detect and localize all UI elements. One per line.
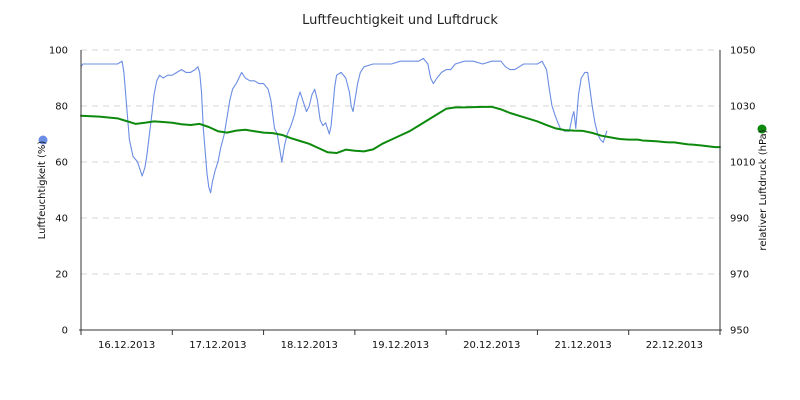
left-tick-label: 60	[55, 158, 68, 169]
right-tick-labels: 950 970 990 1010 1030 1050	[730, 46, 755, 337]
series-layer	[80, 57, 721, 194]
pressure-legend-dot	[757, 124, 767, 134]
x-tick-label: 21.12.2013	[554, 340, 611, 351]
left-tick-label: 0	[62, 326, 68, 337]
axis-layer	[79, 50, 722, 335]
right-tick-label: 950	[730, 326, 749, 337]
right-tick-label: 1010	[730, 158, 755, 169]
humidity-series-line	[80, 57, 608, 194]
right-tick-label: 1050	[730, 46, 755, 57]
chart-title: Luftfeuchtigkeit und Luftdruck	[302, 13, 498, 28]
humidity-legend-dot	[38, 135, 48, 145]
pressure-series-line	[80, 105, 721, 155]
right-tick-label: 990	[730, 214, 749, 225]
x-tick-label: 22.12.2013	[646, 340, 703, 351]
left-tick-label: 40	[55, 214, 68, 225]
left-tick-label: 20	[55, 270, 68, 281]
x-tick-label: 16.12.2013	[98, 340, 155, 351]
x-tick-labels: 16.12.2013 17.12.2013 18.12.2013 19.12.2013…	[98, 340, 703, 351]
left-tick-label: 100	[49, 46, 68, 57]
grid-layer	[81, 49, 720, 331]
left-tick-labels: 0 20 40 60 80 100	[49, 46, 68, 337]
x-tick-label: 18.12.2013	[281, 340, 338, 351]
x-tick-label: 19.12.2013	[372, 340, 429, 351]
x-tick-label: 17.12.2013	[189, 340, 246, 351]
right-axis-title: relativer Luftdruck (hPa)	[758, 129, 769, 250]
left-tick-label: 80	[55, 102, 68, 113]
left-axis-title: Luftfeuchtigkeit (%)	[37, 141, 48, 240]
right-tick-label: 1030	[730, 102, 755, 113]
x-tick-label: 20.12.2013	[463, 340, 520, 351]
right-tick-label: 970	[730, 270, 749, 281]
